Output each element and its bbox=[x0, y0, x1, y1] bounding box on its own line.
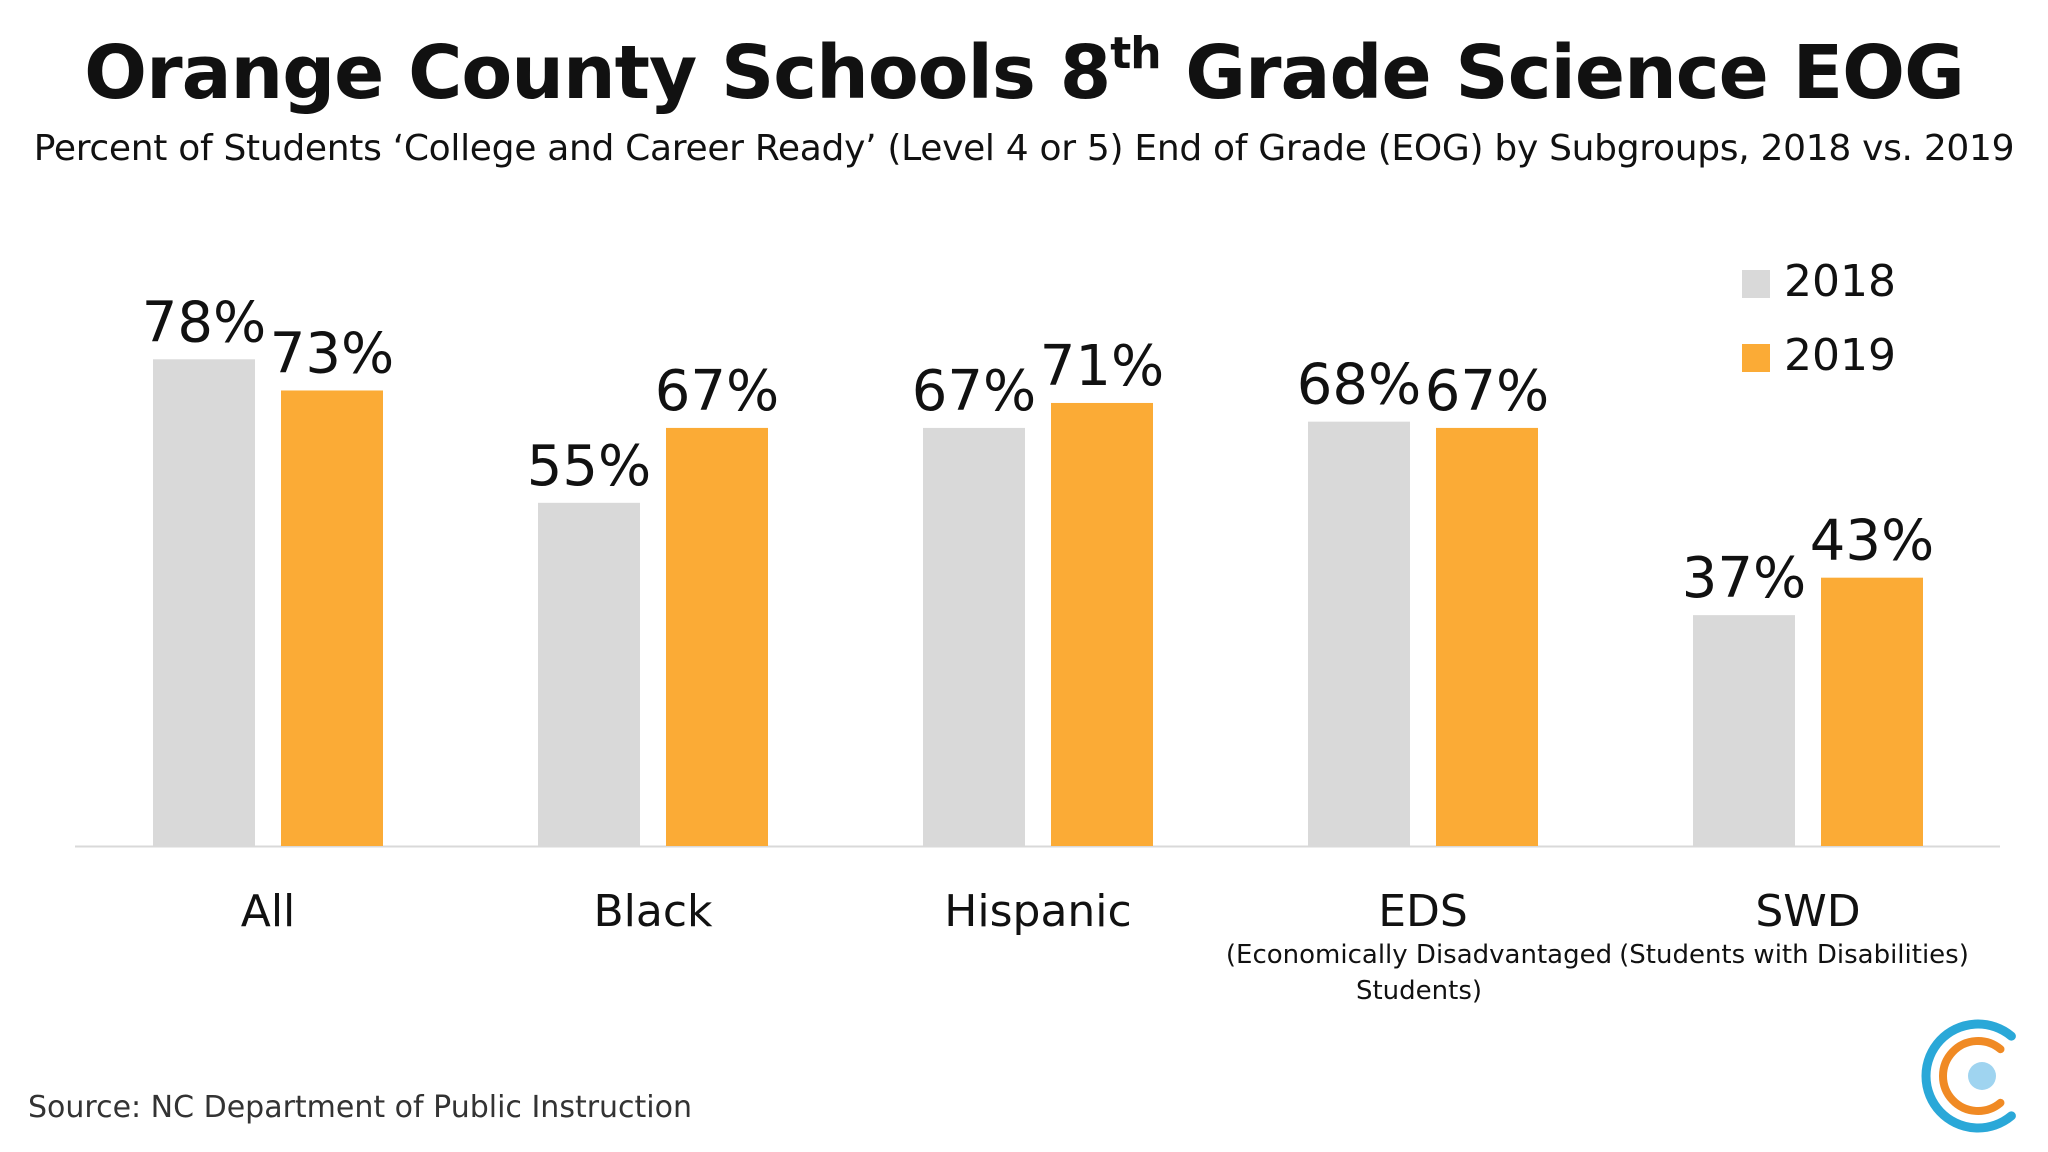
category-label-hispanic: Hispanic bbox=[944, 886, 1131, 937]
bar-2018-all bbox=[153, 359, 255, 846]
data-label-2018-swd: 37% bbox=[1682, 546, 1806, 611]
logo-center-dot bbox=[1968, 1062, 1996, 1090]
category-label-eds: EDS bbox=[1378, 886, 1468, 937]
data-label-2019-all: 73% bbox=[270, 321, 394, 386]
bar-2019-hispanic bbox=[1051, 403, 1153, 846]
data-label-2019-eds: 67% bbox=[1425, 359, 1549, 424]
legend-swatch-2019 bbox=[1742, 344, 1770, 372]
category-label-black: Black bbox=[593, 886, 713, 937]
bar-2018-swd bbox=[1693, 615, 1795, 846]
category-sublabel-swd: (Students with Disabilities) bbox=[1619, 940, 1969, 970]
data-label-2019-hispanic: 71% bbox=[1040, 334, 1164, 399]
legend-swatch-2018 bbox=[1742, 270, 1770, 298]
data-label-2019-black: 67% bbox=[655, 359, 779, 424]
category-sublabel-eds: (Economically Disadvantaged bbox=[1226, 940, 1612, 970]
data-label-2018-all: 78% bbox=[142, 290, 266, 355]
data-label-2019-swd: 43% bbox=[1810, 509, 1934, 574]
bar-2018-hispanic bbox=[923, 428, 1025, 846]
source-note: Source: NC Department of Public Instruct… bbox=[28, 1090, 692, 1125]
data-label-2018-black: 55% bbox=[527, 434, 651, 499]
bar-2019-swd bbox=[1821, 578, 1923, 846]
concentric-circles-logo-icon bbox=[1918, 1012, 2028, 1138]
data-label-2018-eds: 68% bbox=[1297, 353, 1421, 418]
bar-2019-eds bbox=[1436, 428, 1538, 846]
category-sublabel-eds: Students) bbox=[1356, 976, 1482, 1006]
data-label-2018-hispanic: 67% bbox=[912, 359, 1036, 424]
legend-label-2019: 2019 bbox=[1784, 330, 1896, 381]
bar-2019-black bbox=[666, 428, 768, 846]
bar-2018-eds bbox=[1308, 422, 1410, 846]
category-label-swd: SWD bbox=[1755, 886, 1860, 937]
bar-2019-all bbox=[281, 390, 383, 846]
bar-2018-black bbox=[538, 503, 640, 846]
legend-label-2018: 2018 bbox=[1784, 256, 1896, 307]
category-label-all: All bbox=[241, 886, 296, 937]
